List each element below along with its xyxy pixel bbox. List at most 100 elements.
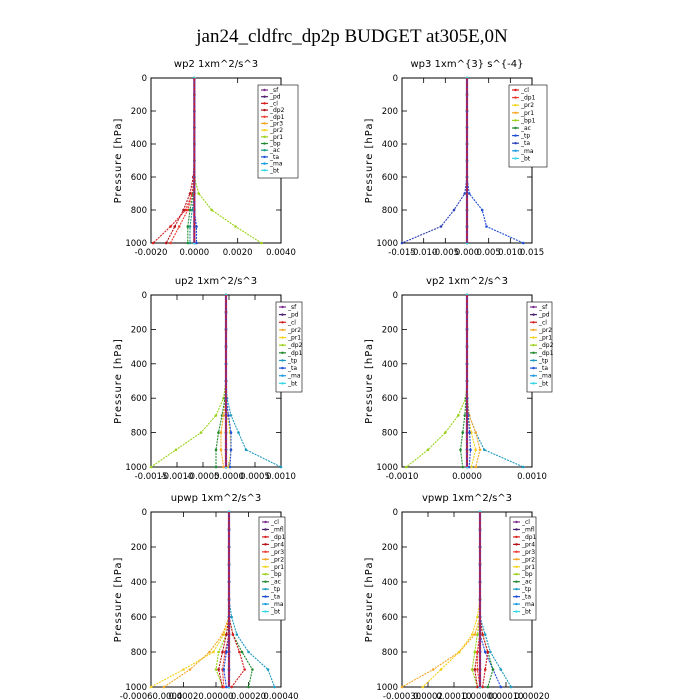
legend-marker [515,543,518,546]
legend-label: _sf [538,304,548,311]
legend-label: _pr4 [521,541,535,548]
legend-marker [515,528,518,531]
y-tick-label: 200 [382,543,398,553]
legend-marker [281,313,284,316]
x-tick-label: -0.0015 [135,472,168,482]
data-point [467,192,471,195]
series-line-dp2 [405,295,468,468]
y-tick-label: 1000 [376,239,398,249]
legend-label: _ma [270,601,284,608]
data-point [470,668,474,671]
y-tick-label: 200 [382,325,398,335]
data-point [169,241,172,245]
legend-marker [514,111,517,115]
data-point [169,225,172,228]
data-point [247,685,250,689]
legend-label: _ta [287,365,297,372]
y-tick-label: 0 [393,291,398,301]
legend-label: _dp1 [521,534,537,541]
legend-frame [275,301,303,393]
y-tick-label: 0 [142,74,147,84]
figure-title: jan24_cldfrc_dp2p BUDGET at305E,0N [195,26,508,47]
data-point [266,668,270,671]
legend-label: _ma [538,373,552,380]
data-point [214,668,218,671]
data-point [229,431,233,434]
data-point [459,448,462,452]
series-line-pr4 [218,512,230,688]
series-line-cl [152,78,195,244]
data-point [186,241,190,245]
y-axis-label: Pressure [hPa] [113,557,124,643]
data-point [195,225,198,228]
data-point [195,241,198,245]
legend-label: _tp [520,133,530,140]
legend-label: _pr1 [538,335,552,342]
legend-label: _pr3 [270,549,284,556]
data-point [199,431,203,434]
x-tick-label: -0.00060.0004 [120,692,183,700]
legend-label: _cl [270,519,279,526]
data-point [219,448,223,452]
y-tick-label: 1000 [125,239,147,249]
legend-marker [263,88,266,92]
data-point [279,465,283,469]
data-point [251,668,254,671]
series-line-pr2 [466,295,481,468]
data-point [219,431,223,434]
data-point [188,192,192,195]
data-point [483,633,487,636]
data-point [186,225,190,228]
data-point [463,414,467,417]
data-point [217,431,220,434]
data-point [231,633,235,636]
legend-label: _bt [538,380,549,387]
legend-frame [509,516,537,621]
data-point [483,650,487,654]
legend-marker [264,543,267,546]
data-point [188,208,192,212]
y-tick-label: 400 [382,140,398,150]
data-point [486,685,490,689]
legend-marker [281,366,284,370]
data-point [469,448,472,452]
legend-marker [281,336,284,339]
x-tick-label: 0.0000 [214,472,244,482]
legend-marker [515,550,518,554]
legend-label: _bt [269,167,280,174]
legend-label: _dp1 [520,95,536,102]
legend-marker [515,602,518,606]
data-point [197,192,200,195]
panel-6: vpwp 1xm^2/s^3 Pressure [hPa] 0 200 400 600 80… [364,493,550,700]
data-point [463,192,467,195]
data-point [230,685,233,689]
legend-marker [532,313,535,316]
data-point [244,448,248,452]
legend-label: _ma [520,148,534,155]
data-point [217,668,220,671]
data-point [240,650,244,654]
x-tick-label: 0.0000 [179,248,209,258]
legend-label: _bt [521,609,532,616]
data-point [476,668,479,671]
legend-label: _ma [269,161,283,168]
series-line-tp [479,512,512,688]
x-tick-label: 0.00010 [488,692,523,700]
data-point [182,668,185,671]
data-point [522,465,525,469]
legend-marker [514,104,517,107]
legend-marker [515,573,518,576]
x-tick-label: -0.0005 [187,472,220,482]
data-point [230,615,233,619]
legend-label: _pr2 [538,327,552,334]
y-tick-label: 200 [131,325,147,335]
legend-label: _bt [520,155,531,162]
data-point [237,431,240,434]
data-point [499,668,503,671]
data-point [214,465,218,469]
legend: _cl_mfl_dp1_pr4_pr3_pr2_pr1_bp_ac_tp_ta_… [258,516,286,621]
legend-marker [281,343,284,347]
legend-label: _ma [287,373,301,380]
legend-marker [515,565,518,568]
y-tick-label: 400 [382,578,398,588]
